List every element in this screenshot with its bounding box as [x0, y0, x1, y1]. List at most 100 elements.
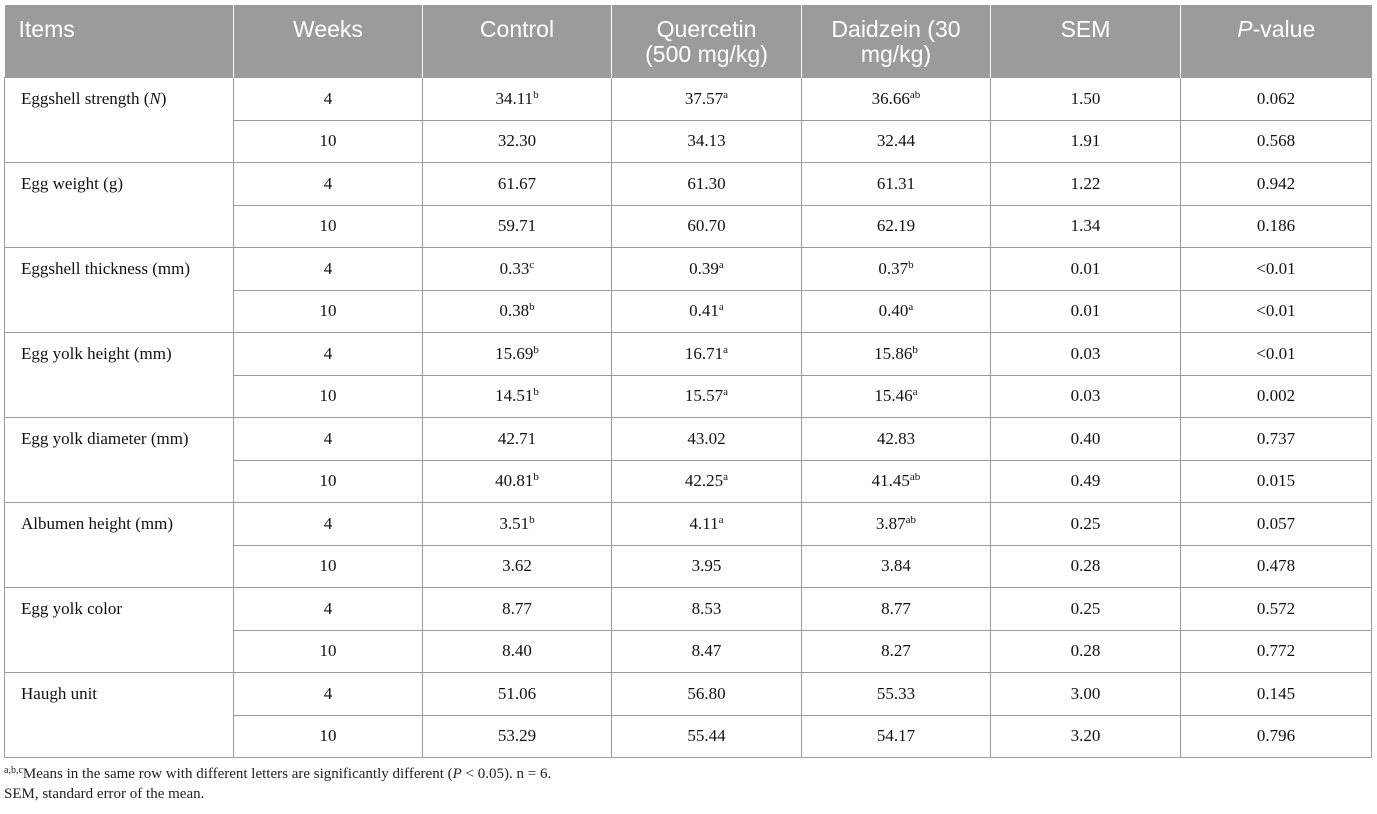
- cell-control-value: 3.51: [499, 513, 530, 533]
- cell-daidzein-value: 0.40: [878, 301, 909, 321]
- cell-pvalue: 0.572: [1180, 587, 1372, 631]
- cell-control: 53.29: [422, 714, 612, 758]
- cell-control: 15.69b: [422, 332, 612, 376]
- cell-control: 14.51b: [422, 374, 612, 418]
- cell-pvalue: 0.145: [1180, 672, 1372, 716]
- item-label-text: Haugh unit: [21, 684, 98, 703]
- significance-letter: b: [912, 343, 918, 356]
- cell-quercetin: 8.47: [611, 629, 802, 673]
- significance-letter: a: [718, 258, 724, 271]
- item-label-text: Albumen height (mm): [21, 514, 174, 533]
- cell-control: 42.71: [422, 417, 612, 461]
- cell-sem: 3.20: [990, 714, 1181, 758]
- cell-quercetin-value: 8.47: [691, 641, 722, 661]
- cell-quercetin-value: 55.44: [687, 726, 726, 746]
- table-row: 10 0.38b 0.41a 0.40a 0.01 <0.01: [5, 289, 1372, 333]
- cell-control: 3.62: [422, 544, 612, 588]
- cell-sem: 1.50: [990, 77, 1181, 121]
- cell-pvalue: 0.057: [1180, 502, 1372, 546]
- cell-daidzein-value: 15.86: [874, 343, 913, 363]
- cell-control-value: 0.38: [499, 301, 530, 321]
- significance-letter: a: [723, 386, 729, 399]
- item-label-text: Eggshell thickness (mm): [21, 259, 191, 278]
- cell-daidzein-value: 8.27: [881, 641, 911, 661]
- cell-quercetin-value: 0.39: [689, 258, 719, 278]
- cell-control-value: 3.62: [502, 556, 532, 576]
- item-label: Haugh unit: [4, 672, 234, 758]
- cell-sem: 0.25: [990, 587, 1181, 631]
- cell-quercetin: 43.02: [611, 417, 802, 461]
- cell-control-value: 42.71: [497, 428, 537, 448]
- cell-quercetin-value: 0.41: [689, 301, 719, 321]
- significance-letter: b: [908, 258, 914, 271]
- cell-control-value: 53.29: [497, 726, 537, 746]
- cell-quercetin: 56.80: [611, 672, 802, 716]
- cell-control: 32.30: [422, 119, 612, 163]
- cell-weeks: 4: [233, 417, 423, 461]
- cell-daidzein: 3.84: [801, 544, 991, 588]
- footnote-significance: a,b,cMeans in the same row with differen…: [4, 765, 552, 783]
- cell-control: 8.77: [422, 587, 612, 631]
- item-label-text: Egg yolk height (mm): [21, 344, 172, 363]
- cell-daidzein: 0.37b: [801, 247, 991, 291]
- cell-quercetin: 4.11a: [611, 502, 802, 546]
- cell-sem: 0.25: [990, 502, 1181, 546]
- item-label-unit: N: [149, 89, 161, 108]
- cell-weeks: 4: [233, 587, 423, 631]
- cell-quercetin: 60.70: [611, 204, 802, 248]
- cell-sem: 0.40: [990, 417, 1181, 461]
- table-row: Albumen height (mm) 4 3.51b 4.11a 3.87ab 0.25…: [4, 502, 1372, 588]
- cell-quercetin-value: 56.80: [687, 683, 726, 703]
- cell-pvalue: <0.01: [1180, 332, 1372, 376]
- cell-pvalue: 0.568: [1180, 119, 1372, 163]
- header-daidzein: Daidzein (30 mg/kg): [801, 5, 991, 78]
- header-sem: SEM: [990, 5, 1181, 78]
- cell-daidzein: 15.86b: [801, 332, 991, 376]
- cell-quercetin: 0.41a: [611, 289, 802, 333]
- significance-letter: b: [533, 386, 539, 399]
- cell-daidzein-value: 32.44: [876, 131, 916, 151]
- header-control: Control: [422, 5, 612, 78]
- cell-quercetin: 55.44: [611, 714, 802, 758]
- cell-control: 8.40: [422, 629, 612, 673]
- significance-letter: b: [529, 301, 535, 314]
- cell-quercetin-value: 42.25: [684, 471, 724, 491]
- cell-daidzein: 3.87ab: [801, 502, 991, 546]
- cell-weeks: 10: [233, 204, 423, 248]
- cell-daidzein: 36.66ab: [801, 77, 991, 121]
- item-label: Egg weight (g): [4, 162, 234, 248]
- cell-sem: 0.28: [990, 629, 1181, 673]
- table-row: 10 32.30 34.13 32.44 1.91 0.568: [5, 119, 1372, 163]
- table-row: 10 59.71 60.70 62.19 1.34 0.186: [5, 204, 1372, 248]
- item-label-text: Egg yolk color: [21, 599, 123, 618]
- cell-pvalue: 0.942: [1180, 162, 1372, 206]
- cell-daidzein: 8.77: [801, 587, 991, 631]
- cell-control-value: 51.06: [497, 683, 537, 703]
- header-row: Items Weeks Control Quercetin (500 mg/kg)…: [4, 5, 1372, 78]
- cell-control-value: 61.67: [497, 173, 537, 193]
- cell-sem: 0.28: [990, 544, 1181, 588]
- cell-pvalue: 0.015: [1180, 459, 1372, 503]
- cell-control: 51.06: [422, 672, 612, 716]
- cell-control: 61.67: [422, 162, 612, 206]
- cell-control-value: 8.40: [502, 641, 532, 661]
- cell-control-value: 8.77: [502, 598, 532, 618]
- cell-daidzein: 61.31: [801, 162, 991, 206]
- significance-letter: a: [908, 301, 914, 314]
- significance-letter: a: [723, 88, 729, 101]
- cell-daidzein: 42.83: [801, 417, 991, 461]
- cell-daidzein: 15.46a: [801, 374, 991, 418]
- cell-weeks: 10: [233, 289, 423, 333]
- cell-weeks: 10: [233, 459, 423, 503]
- footnote-sem: SEM, standard error of the mean.: [4, 786, 205, 802]
- cell-daidzein-value: 42.83: [876, 428, 916, 448]
- cell-control-value: 15.69: [495, 343, 534, 363]
- significance-letter: a: [912, 386, 918, 399]
- cell-control: 40.81b: [422, 459, 612, 503]
- cell-quercetin-value: 8.53: [691, 598, 722, 618]
- cell-weeks: 4: [233, 162, 423, 206]
- cell-control-value: 59.71: [497, 216, 537, 236]
- table-row: Egg yolk diameter (mm) 4 42.71 43.02 42.83 0.…: [4, 417, 1372, 503]
- cell-pvalue: <0.01: [1180, 289, 1372, 333]
- cell-sem: 3.00: [990, 672, 1181, 716]
